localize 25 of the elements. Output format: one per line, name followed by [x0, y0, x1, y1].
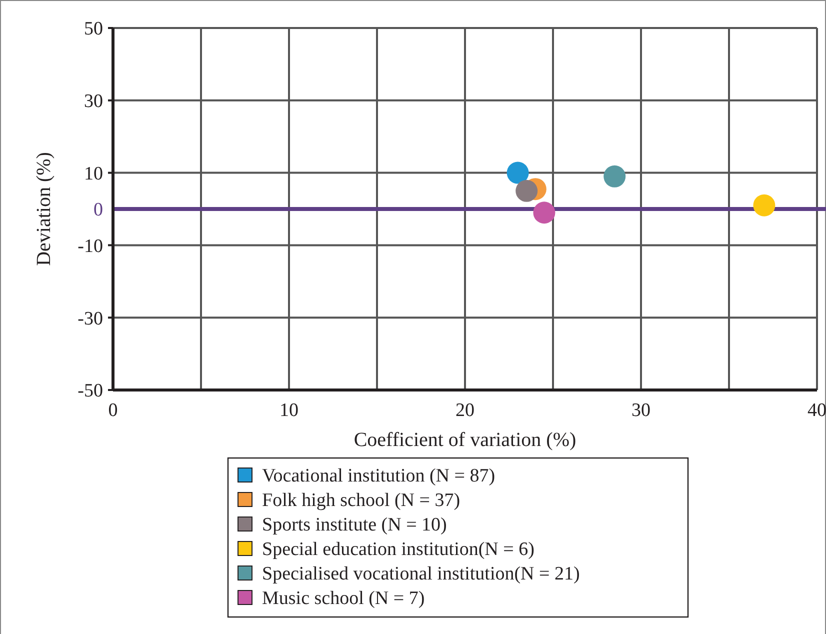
x-tick-label: 10	[280, 400, 298, 421]
y-tick-label: -50	[78, 380, 103, 402]
legend-label: Folk high school (N = 37)	[262, 490, 460, 512]
y-tick-label: 10	[84, 163, 103, 184]
legend-label: Special education institution(N = 6)	[262, 539, 534, 560]
point	[506, 162, 529, 184]
point	[753, 194, 776, 216]
point	[533, 202, 556, 224]
x-tick-label: 30	[632, 400, 650, 421]
ref-line-label: 0	[94, 200, 103, 221]
x-tick-label: 40	[808, 400, 826, 421]
x-tick-label: 0	[108, 400, 118, 421]
x-axis-title: Coefficient of variation (%)	[354, 429, 576, 451]
y-tick-label: 30	[84, 91, 103, 112]
x-tick-label: 20	[456, 400, 474, 421]
y-tick-label: 50	[84, 18, 103, 40]
legend-label: Music school (N = 7)	[262, 588, 425, 610]
y-tick-label: -10	[78, 236, 103, 257]
legend-label: Sports institute (N = 10)	[262, 514, 447, 536]
y-axis-title: Deviation (%)	[33, 152, 55, 266]
y-tick-label: -30	[78, 308, 103, 330]
point	[516, 180, 538, 202]
legend-label: Vocational institution (N = 87)	[262, 466, 496, 487]
point	[604, 165, 626, 188]
legend-label: Specialised vocational institution(N = 21)	[262, 564, 580, 585]
